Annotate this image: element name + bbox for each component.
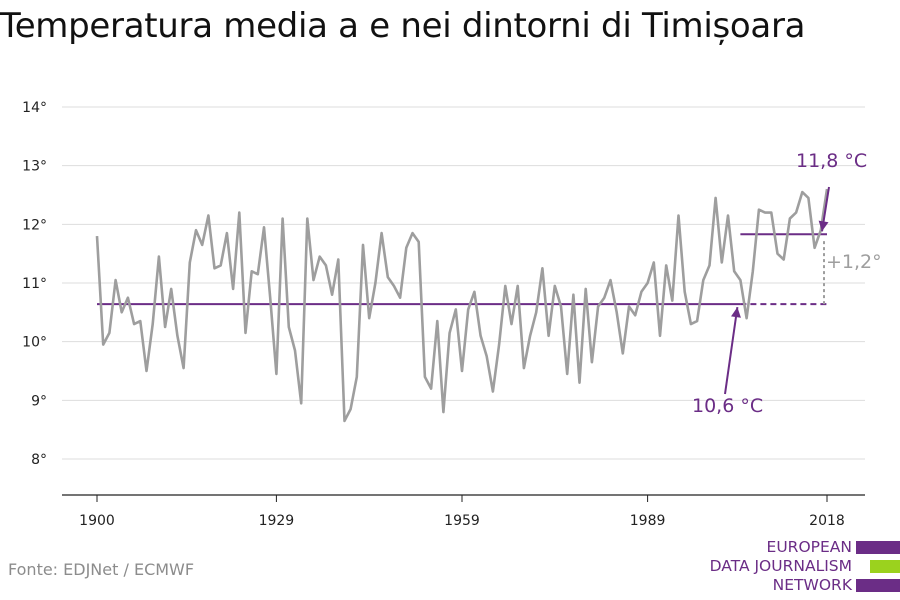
series-line-0 (95, 188, 829, 423)
gridlines (62, 106, 865, 460)
baseline-mean-label: 10,6 °C (692, 395, 763, 417)
x-axis-ticks: 1900 1929 1959 1989 2018 (79, 495, 845, 529)
y-tick-label: 11° (22, 276, 47, 292)
x-tick-label: 1989 (630, 513, 666, 529)
baseline-arrow-head (731, 307, 741, 318)
recent-arrow-head (818, 220, 829, 232)
reference-lines (97, 233, 827, 306)
x-tick-label: 2018 (809, 513, 845, 529)
logo-line-european: EUROPEAN (766, 538, 852, 556)
chart-title: Temperatura media a e nei dintorni di Ti… (0, 6, 806, 46)
x-tick-label: 1959 (444, 513, 480, 529)
series-lines (95, 188, 829, 423)
y-tick-label: 12° (22, 217, 47, 233)
logo-bar-middle (870, 560, 900, 573)
y-tick-label: 14° (22, 100, 47, 116)
x-tick-label: 1900 (79, 513, 115, 529)
logo-bar-bottom (856, 579, 900, 592)
source-credit: Fonte: EDJNet / ECMWF (8, 560, 195, 579)
annotations: +1,2° 10,6 °C 11,8 °C (692, 150, 882, 417)
y-tick-label: 8° (31, 452, 47, 468)
y-axis-ticks: 8° 9° 10° 11° 12° 13° 14° (22, 100, 47, 468)
y-tick-label: 13° (22, 159, 47, 175)
logo-line-network: NETWORK (772, 576, 852, 594)
recent-mean-label: 11,8 °C (796, 150, 867, 172)
x-tick-label: 1929 (259, 513, 295, 529)
difference-label: +1,2° (826, 251, 882, 273)
logo-line-data-journalism: DATA JOURNALISM (709, 557, 852, 575)
y-tick-label: 9° (31, 393, 47, 409)
edjnet-logo: EUROPEAN DATA JOURNALISM NETWORK (700, 537, 900, 597)
baseline-arrow-shaft (724, 306, 739, 395)
y-tick-label: 10° (22, 335, 47, 351)
logo-bar-top (856, 541, 900, 554)
